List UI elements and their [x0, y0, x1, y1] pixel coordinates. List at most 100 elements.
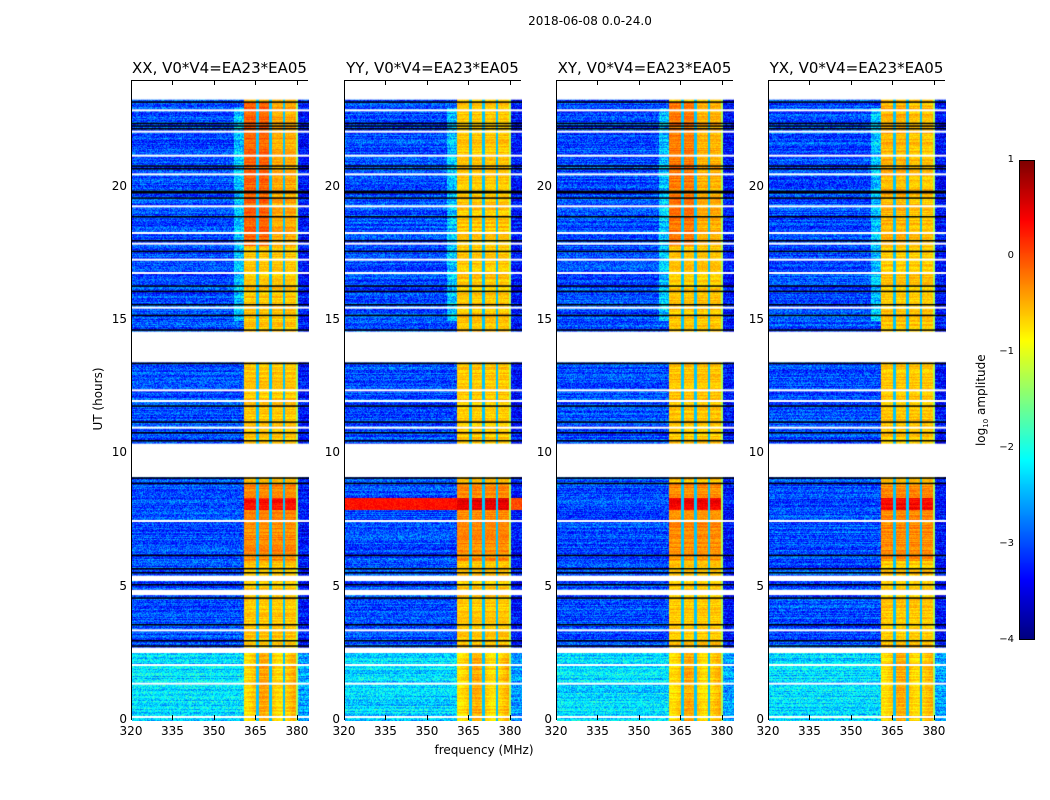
x-tick-mark	[468, 80, 470, 85]
colorbar-tick-label: 0	[1007, 250, 1014, 261]
colorbar-label-sub: 10	[982, 418, 991, 428]
x-tick-label: 350	[202, 724, 226, 738]
x-tick-mark	[255, 715, 257, 720]
x-tick-mark	[768, 715, 769, 720]
x-tick-label: 380	[710, 724, 734, 738]
panel-title: YY, V0*V4=EA23*EA05	[346, 59, 519, 77]
colorbar-tick-label: −3	[999, 538, 1014, 549]
x-tick-label: 380	[285, 724, 309, 738]
y-tick-label: 5	[756, 578, 764, 593]
x-tick-label: 320	[119, 724, 143, 738]
y-tick-label: 10	[536, 445, 552, 460]
x-axis-label: frequency (MHz)	[434, 743, 534, 757]
panel-title: YX, V0*V4=EA23*EA05	[769, 59, 944, 77]
colorbar-label: log10 amplitude	[974, 350, 990, 450]
x-tick-mark	[721, 80, 723, 85]
colorbar-tick-label: −2	[999, 442, 1014, 453]
x-tick-mark	[426, 715, 428, 720]
y-tick-label: 0	[332, 712, 340, 726]
x-tick-label: 350	[415, 724, 439, 738]
x-tick-label: 335	[586, 724, 609, 738]
x-tick-label: 350	[627, 724, 651, 738]
x-tick-mark	[597, 715, 599, 720]
heatmap	[769, 81, 946, 721]
x-tick-label: 365	[244, 724, 267, 738]
x-tick-label: 350	[839, 724, 863, 738]
x-tick-label: 335	[798, 724, 821, 738]
x-tick-mark	[638, 715, 640, 720]
x-tick-mark	[385, 715, 387, 720]
x-tick-mark	[556, 80, 557, 85]
x-tick-mark	[768, 80, 769, 85]
x-tick-mark	[638, 80, 640, 85]
colorbar-tick-label: −1	[999, 346, 1014, 357]
x-tick-mark	[468, 715, 470, 720]
x-tick-mark	[809, 80, 811, 85]
y-tick-label: 0	[544, 712, 552, 726]
y-tick-label: 10	[324, 445, 340, 460]
panel-title: XY, V0*V4=EA23*EA05	[557, 59, 732, 77]
x-tick-mark	[892, 80, 894, 85]
colorbar-tick-label: −4	[999, 634, 1014, 645]
y-tick-label: 15	[111, 312, 127, 326]
colorbar	[1019, 160, 1035, 640]
x-tick-mark	[850, 715, 852, 720]
x-tick-label: 320	[756, 724, 780, 738]
x-tick-mark	[809, 715, 811, 720]
panel-title: XX, V0*V4=EA23*EA05	[132, 59, 307, 77]
x-tick-mark	[131, 715, 132, 720]
spectrogram-panel	[344, 80, 522, 721]
y-tick-label: 20	[111, 178, 127, 193]
y-tick-label: 10	[111, 445, 127, 460]
x-tick-mark	[721, 715, 723, 720]
y-tick-label: 5	[544, 578, 552, 593]
y-axis-label: UT (hours)	[91, 367, 105, 431]
x-tick-mark	[933, 80, 935, 85]
x-tick-label: 365	[669, 724, 692, 738]
x-tick-label: 320	[332, 724, 356, 738]
x-tick-mark	[597, 80, 599, 85]
y-tick-label: 5	[119, 578, 127, 593]
x-tick-label: 365	[457, 724, 480, 738]
y-tick-label: 0	[119, 712, 127, 726]
y-tick-label: 0	[756, 712, 764, 726]
x-tick-mark	[344, 715, 345, 720]
x-tick-label: 365	[881, 724, 904, 738]
x-tick-mark	[131, 80, 132, 85]
heatmap	[132, 81, 309, 721]
x-tick-mark	[509, 80, 511, 85]
x-tick-mark	[296, 715, 298, 720]
y-tick-label: 10	[748, 445, 764, 460]
spectrogram-panel	[556, 80, 734, 721]
x-tick-mark	[850, 80, 852, 85]
x-tick-mark	[426, 80, 428, 85]
x-tick-label: 380	[922, 724, 946, 738]
y-tick-label: 15	[536, 312, 552, 326]
x-tick-mark	[172, 80, 174, 85]
y-tick-label: 15	[748, 312, 764, 326]
heatmap	[345, 81, 522, 721]
figure-title: 2018-06-08 0.0-24.0	[528, 14, 652, 28]
y-tick-label: 15	[324, 312, 340, 326]
x-tick-mark	[213, 80, 215, 85]
x-tick-mark	[296, 80, 298, 85]
y-tick-label: 20	[536, 178, 552, 193]
x-tick-mark	[172, 715, 174, 720]
x-tick-mark	[680, 715, 682, 720]
x-tick-mark	[255, 80, 257, 85]
spectrogram-panel	[768, 80, 946, 721]
x-tick-mark	[680, 80, 682, 85]
colorbar-tick-label: 1	[1007, 154, 1014, 165]
x-tick-mark	[344, 80, 345, 85]
y-tick-label: 20	[748, 178, 764, 193]
y-tick-label: 5	[332, 578, 340, 593]
heatmap	[557, 81, 734, 721]
x-tick-mark	[933, 715, 935, 720]
x-tick-label: 320	[544, 724, 568, 738]
y-tick-label: 20	[324, 178, 340, 193]
x-tick-mark	[556, 715, 557, 720]
x-tick-mark	[213, 715, 215, 720]
x-tick-mark	[892, 715, 894, 720]
spectrogram-panel	[131, 80, 309, 721]
x-tick-label: 335	[161, 724, 184, 738]
